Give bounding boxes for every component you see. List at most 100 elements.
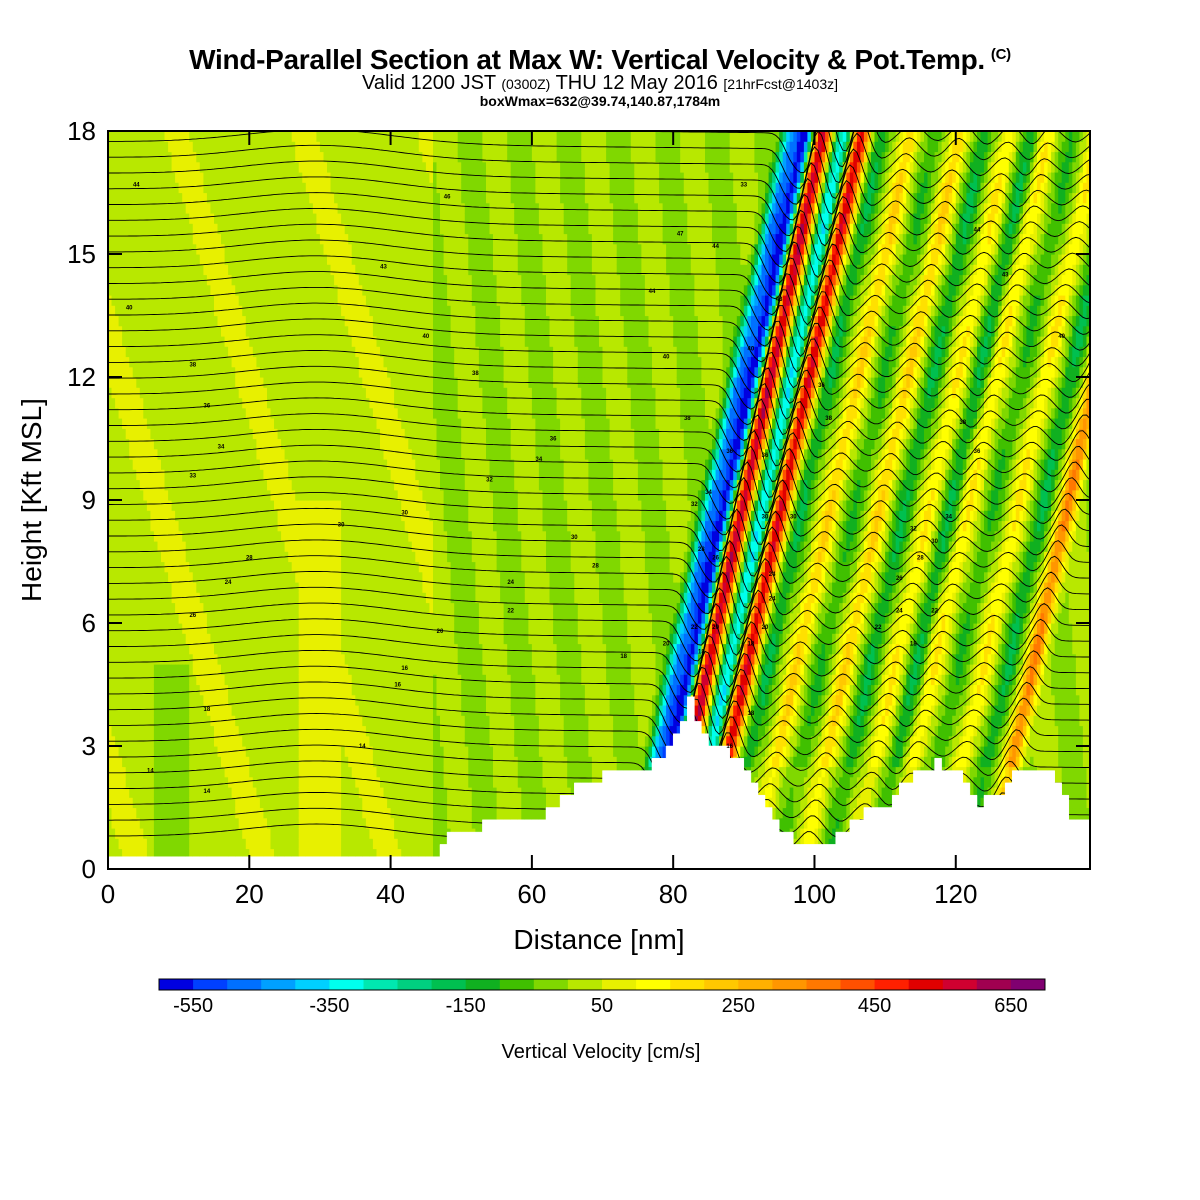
velocity-cell bbox=[252, 500, 257, 511]
velocity-cell bbox=[305, 684, 310, 696]
velocity-cell bbox=[235, 746, 240, 757]
velocity-cell bbox=[118, 182, 123, 194]
velocity-cell bbox=[341, 828, 346, 839]
velocity-cell bbox=[334, 541, 339, 552]
velocity-cell bbox=[122, 746, 127, 757]
velocity-cell bbox=[267, 356, 272, 368]
velocity-cell bbox=[231, 141, 236, 153]
velocity-cell bbox=[235, 233, 240, 245]
velocity-cell bbox=[150, 848, 155, 860]
velocity-cell bbox=[171, 520, 176, 532]
velocity-cell bbox=[323, 530, 328, 542]
velocity-cell bbox=[312, 725, 317, 737]
velocity-cell bbox=[196, 735, 201, 747]
velocity-cell bbox=[242, 223, 247, 235]
velocity-cell bbox=[108, 623, 113, 634]
velocity-cell bbox=[263, 448, 268, 460]
velocity-cell bbox=[192, 643, 197, 655]
velocity-cell bbox=[305, 233, 310, 245]
velocity-cell bbox=[146, 520, 151, 532]
velocity-cell bbox=[277, 602, 282, 614]
velocity-cell bbox=[111, 315, 116, 327]
velocity-cell bbox=[277, 510, 282, 522]
velocity-cell bbox=[139, 295, 144, 306]
velocity-cell bbox=[185, 582, 190, 593]
velocity-cell bbox=[245, 530, 250, 542]
velocity-cell bbox=[189, 612, 194, 624]
velocity-cell bbox=[231, 848, 236, 860]
velocity-cell bbox=[267, 623, 272, 634]
velocity-cell bbox=[249, 838, 254, 850]
velocity-cell bbox=[302, 418, 307, 429]
velocity-cell bbox=[168, 633, 173, 645]
velocity-cell bbox=[312, 643, 317, 655]
velocity-cell bbox=[252, 551, 257, 563]
velocity-cell bbox=[118, 715, 123, 727]
velocity-cell bbox=[252, 571, 257, 583]
velocity-cell bbox=[111, 336, 116, 347]
velocity-cell bbox=[143, 418, 148, 429]
velocity-cell bbox=[348, 797, 353, 809]
velocity-cell bbox=[228, 612, 233, 624]
velocity-cell bbox=[210, 202, 215, 214]
velocity-cell bbox=[206, 592, 211, 604]
velocity-cell bbox=[175, 612, 180, 624]
velocity-cell bbox=[238, 295, 243, 306]
velocity-cell bbox=[319, 182, 324, 194]
velocity-cell bbox=[164, 725, 169, 737]
velocity-cell bbox=[256, 653, 261, 665]
velocity-cell bbox=[327, 141, 332, 153]
velocity-cell bbox=[125, 838, 130, 850]
velocity-cell bbox=[206, 623, 211, 634]
velocity-cell bbox=[288, 715, 293, 727]
velocity-cell bbox=[150, 325, 155, 337]
velocity-cell bbox=[267, 674, 272, 686]
velocity-cell bbox=[284, 172, 289, 183]
velocity-cell bbox=[316, 315, 321, 327]
velocity-cell bbox=[192, 653, 197, 665]
velocity-cell bbox=[288, 366, 293, 378]
velocity-cell bbox=[115, 448, 120, 460]
velocity-cell bbox=[295, 233, 300, 245]
velocity-cell bbox=[312, 448, 317, 460]
velocity-cell bbox=[221, 315, 226, 327]
velocity-cell bbox=[337, 530, 342, 542]
velocity-cell bbox=[136, 264, 141, 276]
velocity-cell bbox=[284, 274, 289, 286]
velocity-cell bbox=[319, 469, 324, 481]
velocity-cell bbox=[228, 633, 233, 645]
velocity-cell bbox=[150, 653, 155, 665]
velocity-cell bbox=[235, 346, 240, 358]
velocity-cell bbox=[277, 715, 282, 727]
velocity-cell bbox=[344, 213, 349, 224]
velocity-cell bbox=[171, 500, 176, 511]
velocity-cell bbox=[203, 684, 208, 696]
velocity-cell bbox=[178, 500, 183, 511]
velocity-cell bbox=[199, 725, 204, 737]
velocity-cell bbox=[221, 459, 226, 470]
velocity-cell bbox=[196, 705, 201, 716]
velocity-cell bbox=[238, 664, 243, 675]
velocity-cell bbox=[171, 674, 176, 686]
velocity-cell bbox=[295, 602, 300, 614]
velocity-cell bbox=[118, 787, 123, 798]
velocity-cell bbox=[341, 684, 346, 696]
velocity-cell bbox=[337, 746, 342, 757]
velocity-cell bbox=[288, 192, 293, 204]
velocity-cell bbox=[334, 223, 339, 235]
velocity-cell bbox=[316, 551, 321, 563]
velocity-cell bbox=[125, 243, 130, 255]
velocity-cell bbox=[161, 254, 166, 265]
velocity-cell bbox=[168, 541, 173, 552]
velocity-cell bbox=[323, 705, 328, 716]
velocity-cell bbox=[327, 254, 332, 265]
velocity-cell bbox=[189, 530, 194, 542]
velocity-cell bbox=[341, 520, 346, 532]
velocity-cell bbox=[203, 787, 208, 798]
velocity-cell bbox=[118, 848, 123, 860]
velocity-cell bbox=[157, 202, 162, 214]
velocity-cell bbox=[146, 479, 151, 491]
velocity-cell bbox=[214, 582, 219, 593]
velocity-cell bbox=[245, 274, 250, 286]
velocity-cell bbox=[153, 397, 158, 409]
